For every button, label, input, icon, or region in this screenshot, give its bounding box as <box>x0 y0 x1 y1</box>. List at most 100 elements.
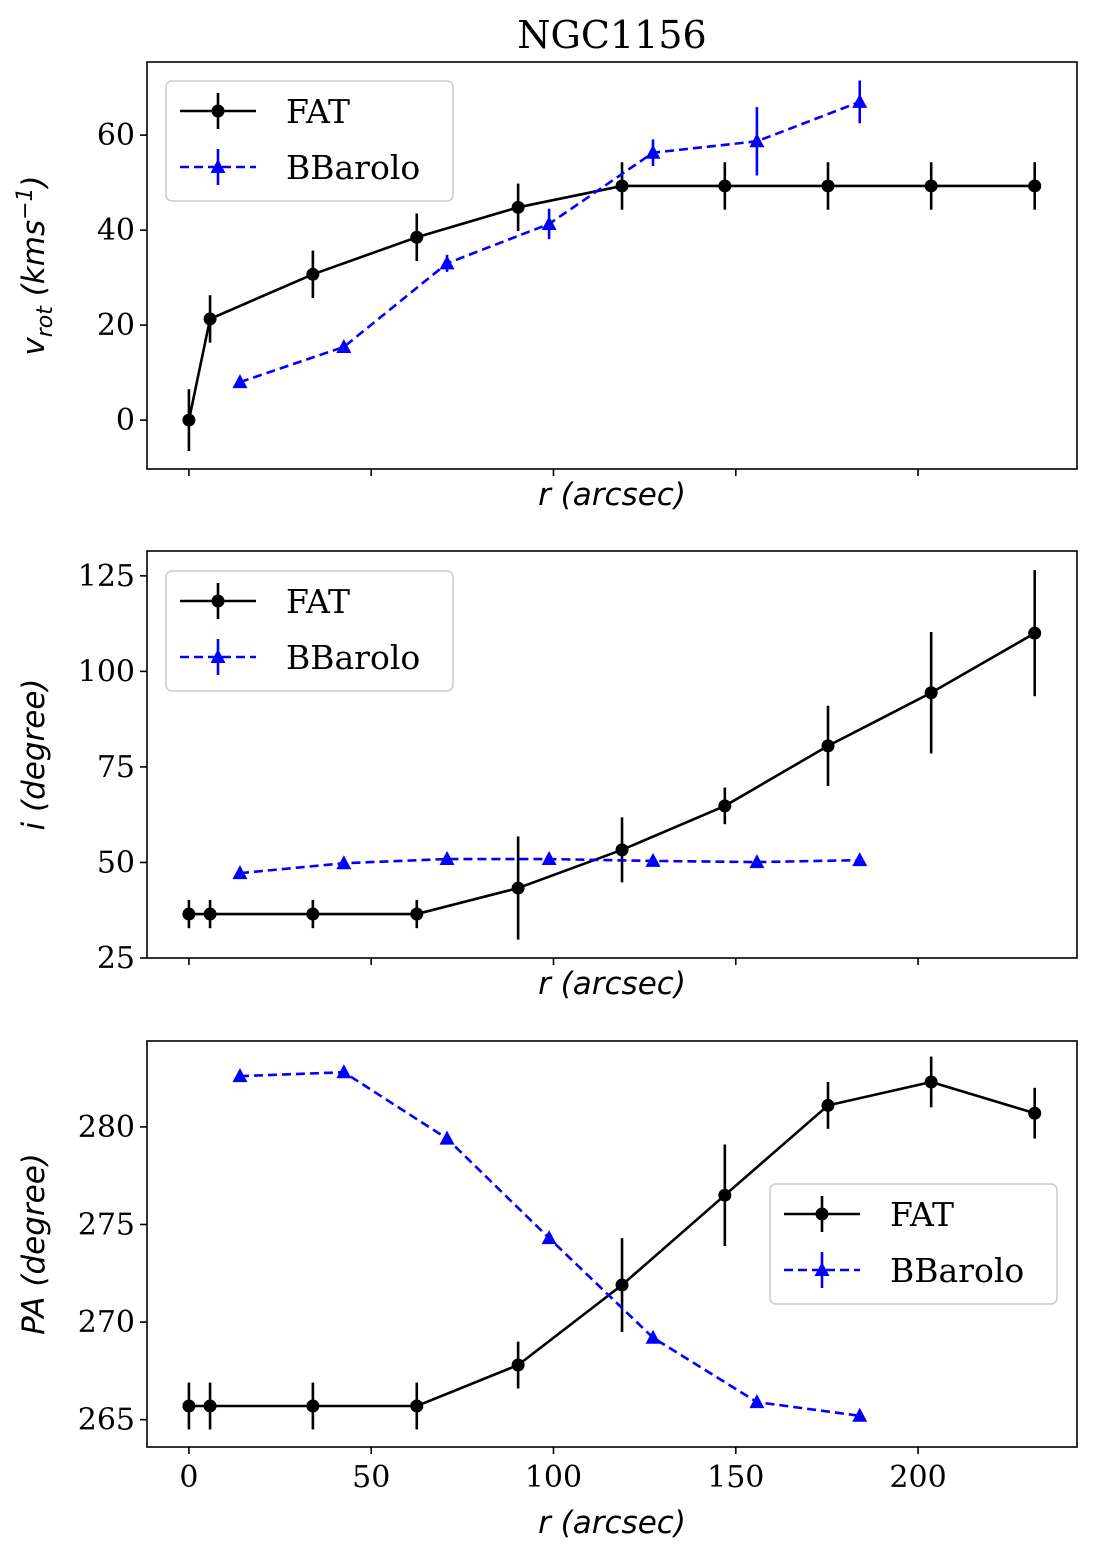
data-point <box>232 1068 248 1083</box>
legend: FAT BBarolo <box>165 80 454 202</box>
y-tick-label: 125 <box>78 559 135 594</box>
panel-vrot: 0 20 40 60 r (arcsec) vrot (kms−1) FAT BBarolo <box>13 61 1078 513</box>
data-point <box>749 1394 765 1409</box>
x-tick-label: 200 <box>889 1460 946 1495</box>
axes-frame <box>146 550 1078 959</box>
legend-marker <box>210 649 226 663</box>
data-point <box>645 852 661 867</box>
data-point <box>336 855 352 870</box>
y-tick-label: 265 <box>78 1403 135 1438</box>
data-point <box>1028 1106 1042 1120</box>
data-point <box>182 907 196 921</box>
legend: FAT BBarolo <box>165 570 454 692</box>
legend-marker <box>814 1262 830 1276</box>
data-point <box>645 144 661 159</box>
series-fat <box>182 570 1042 940</box>
series-line <box>187 184 1035 421</box>
y-axis-label: vrot (kms−1) <box>13 175 58 355</box>
y-tick-label: 50 <box>97 845 135 880</box>
y-tick-label: 25 <box>97 941 135 976</box>
y-tick-label: 275 <box>78 1207 135 1242</box>
y-tick-label: 75 <box>97 750 135 785</box>
y-tick-label: 0 <box>116 403 135 438</box>
data-point <box>541 215 557 230</box>
x-tick-label: 150 <box>707 1460 764 1495</box>
data-point <box>336 1064 352 1079</box>
y-tick-label: 20 <box>97 308 135 343</box>
data-point <box>306 267 320 281</box>
data-point <box>821 1098 835 1112</box>
data-point <box>821 179 835 193</box>
panel-inclination: 25 50 75 100 125 r (arcsec) i (degree) FAT BBaro… <box>16 550 1078 1002</box>
series-bbarolo <box>232 80 868 389</box>
legend-label: FAT <box>286 582 350 621</box>
data-point <box>410 907 424 921</box>
data-point <box>203 907 217 921</box>
legend-marker <box>210 159 226 173</box>
data-point <box>182 1399 196 1413</box>
data-point <box>439 1130 455 1145</box>
data-point <box>718 1188 732 1202</box>
data-point <box>852 1407 868 1422</box>
chart-title: NGC1156 <box>517 13 706 57</box>
data-point <box>410 1399 424 1413</box>
y-tick-label: 280 <box>78 1110 135 1145</box>
y-tick-label: 100 <box>78 654 135 689</box>
data-point <box>203 1399 217 1413</box>
legend-marker <box>211 104 225 118</box>
data-point <box>645 1329 661 1344</box>
data-point <box>924 1075 938 1089</box>
data-point <box>718 179 732 193</box>
x-axis-label: r (arcsec) <box>538 1505 686 1541</box>
series-bbarolo <box>232 851 868 880</box>
data-point <box>615 1278 629 1292</box>
y-axis-label: i (degree) <box>16 679 52 831</box>
legend-marker <box>815 1207 829 1221</box>
y-axis-label: PA (degree) <box>16 1153 52 1335</box>
data-point <box>852 93 868 108</box>
y-tick-label: 40 <box>97 213 135 248</box>
data-point <box>749 133 765 148</box>
data-point <box>1028 179 1042 193</box>
data-point <box>232 374 248 389</box>
data-point <box>203 312 217 326</box>
data-point <box>1028 626 1042 640</box>
data-point <box>511 1358 525 1372</box>
data-point <box>232 865 248 880</box>
data-point <box>511 200 525 214</box>
axes-frame <box>146 61 1078 470</box>
series-line <box>188 632 1036 916</box>
y-tick-label: 60 <box>97 118 135 153</box>
x-tick-label: 0 <box>179 1460 198 1495</box>
legend-label: FAT <box>890 1195 954 1234</box>
data-point <box>541 1230 557 1245</box>
panel-position-angle: 0 50 100 150 200 265 270 275 280 r (arcsec) PA (de… <box>16 1040 1078 1541</box>
data-point <box>924 179 938 193</box>
data-point <box>615 179 629 193</box>
series-fat <box>182 1056 1042 1430</box>
series-bbarolo <box>232 1064 868 1422</box>
data-point <box>439 255 455 270</box>
legend-label: BBarolo <box>286 638 420 677</box>
data-point <box>306 1399 320 1413</box>
data-point <box>511 881 525 895</box>
y-tick-label: 270 <box>78 1305 135 1340</box>
data-point <box>821 739 835 753</box>
data-point <box>439 851 455 866</box>
legend-label: FAT <box>286 92 350 131</box>
x-tick-label: 50 <box>352 1460 390 1495</box>
data-point <box>541 851 557 866</box>
legend-label: BBarolo <box>286 148 420 187</box>
x-tick-label: 100 <box>525 1460 582 1495</box>
legend-label: BBarolo <box>890 1251 1024 1290</box>
legend-marker <box>211 594 225 608</box>
data-point <box>306 907 320 921</box>
data-point <box>852 852 868 867</box>
legend: FAT BBarolo <box>769 1183 1058 1305</box>
data-point <box>336 338 352 353</box>
data-point <box>749 854 765 869</box>
data-point <box>718 799 732 813</box>
data-point <box>615 843 629 857</box>
data-point <box>410 230 424 244</box>
